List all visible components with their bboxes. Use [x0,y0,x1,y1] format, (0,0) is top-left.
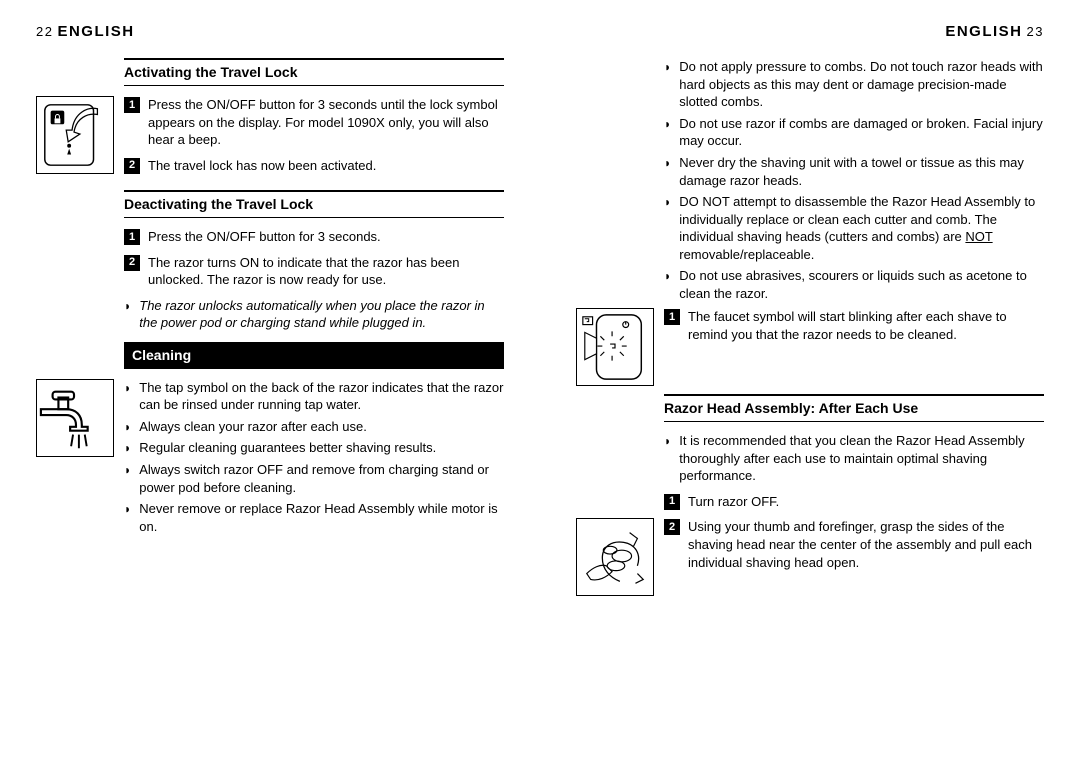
lang-label-right: ENGLISH [945,23,1022,40]
step-text: The razor turns ON to indicate that the … [148,254,504,289]
faucet-blink-icon [576,308,654,386]
razorhead-step1: 1 Turn razor OFF. [664,493,1044,511]
step-number: 1 [664,494,680,510]
deactivate-steps: 1 Press the ON/OFF button for 3 seconds.… [124,228,504,332]
bullet-item: The tap symbol on the back of the razor … [124,379,504,414]
illus-lock [36,96,114,174]
activate-step-2: 2 The travel lock has now been activated… [124,157,504,175]
rh-step-2: 2 Using your thumb and forefinger, grasp… [664,518,1044,571]
bullet-item: Do not use razor if combs are damaged or… [664,115,1044,150]
deactivate-step-1: 1 Press the ON/OFF button for 3 seconds. [124,228,504,246]
step-number: 2 [664,519,680,535]
section-cleaning-title: Cleaning [124,342,504,369]
row-faucet: 1 The faucet symbol will start blinking … [576,308,1044,386]
step-number: 1 [124,97,140,113]
header-left: 22 ENGLISH [36,22,504,42]
faucet-step-1: 1 The faucet symbol will start blinking … [664,308,1044,343]
row-cleaning: The tap symbol on the back of the razor … [36,379,504,539]
bullet-item: Never remove or replace Razor Head Assem… [124,500,504,535]
activate-step-1: 1 Press the ON/OFF button for 3 seconds … [124,96,504,149]
step-text: Press the ON/OFF button for 3 seconds. [148,228,504,246]
header-right: ENGLISH 23 [576,22,1044,42]
lang-label-left: ENGLISH [57,23,134,40]
bullet-item: Never dry the shaving unit with a towel … [664,154,1044,189]
section-deactivating-title: Deactivating the Travel Lock [124,190,504,218]
bullet-item: Regular cleaning guarantees better shavi… [124,439,504,457]
cleaning-bullets: The tap symbol on the back of the razor … [124,379,504,539]
bullet-item: Always clean your razor after each use. [124,418,504,436]
illus-faucet-blink [576,308,654,386]
activate-steps: 1 Press the ON/OFF button for 3 seconds … [124,96,504,182]
step-text: The faucet symbol will start blinking af… [688,308,1044,343]
bullet-item: Always switch razor OFF and remove from … [124,461,504,496]
step-text: Turn razor OFF. [688,493,1044,511]
razorhead-step2: 2 Using your thumb and forefinger, grasp… [664,518,1044,579]
illus-razorhead [576,518,654,596]
deactivate-step-2: 2 The razor turns ON to indicate that th… [124,254,504,289]
bullet-item: DO NOT attempt to disassemble the Razor … [664,193,1044,263]
lock-icon [36,96,114,174]
page-right: ENGLISH 23 Do not apply pressure to combs… [540,0,1080,761]
step-number: 2 [124,158,140,174]
page-number-right: 23 [1027,24,1044,39]
section-razorhead-title: Razor Head Assembly: After Each Use [664,394,1044,422]
faucet-step: 1 The faucet symbol will start blinking … [664,308,1044,351]
rh-step-1: 1 Turn razor OFF. [664,493,1044,511]
step-text: Press the ON/OFF button for 3 seconds un… [148,96,504,149]
section-activating-title: Activating the Travel Lock [124,58,504,86]
step-number: 2 [124,255,140,271]
deactivate-note: The razor unlocks automatically when you… [124,297,504,332]
step-number: 1 [124,229,140,245]
step-number: 1 [664,309,680,325]
step-text: The travel lock has now been activated. [148,157,504,175]
bullet-item: Do not use abrasives, scourers or liquid… [664,267,1044,302]
razorhead-bullet: It is recommended that you clean the Raz… [664,432,1044,485]
step-text: Using your thumb and forefinger, grasp t… [688,518,1044,571]
row-razorhead: 2 Using your thumb and forefinger, grasp… [576,518,1044,596]
razorhead-icon [576,518,654,596]
bullet-item: It is recommended that you clean the Raz… [664,432,1044,485]
right-top-bullets: Do not apply pressure to combs. Do not t… [664,58,1044,302]
row-activate: 1 Press the ON/OFF button for 3 seconds … [36,96,504,182]
illus-tap [36,379,114,457]
bullet-item: Do not apply pressure to combs. Do not t… [664,58,1044,111]
page-spread: 22ENGLISH Activating the Travel Lock [0,0,1080,761]
page-left: 22ENGLISH Activating the Travel Lock [0,0,540,761]
tap-icon [36,379,114,457]
page-number-left: 22 [36,24,53,39]
